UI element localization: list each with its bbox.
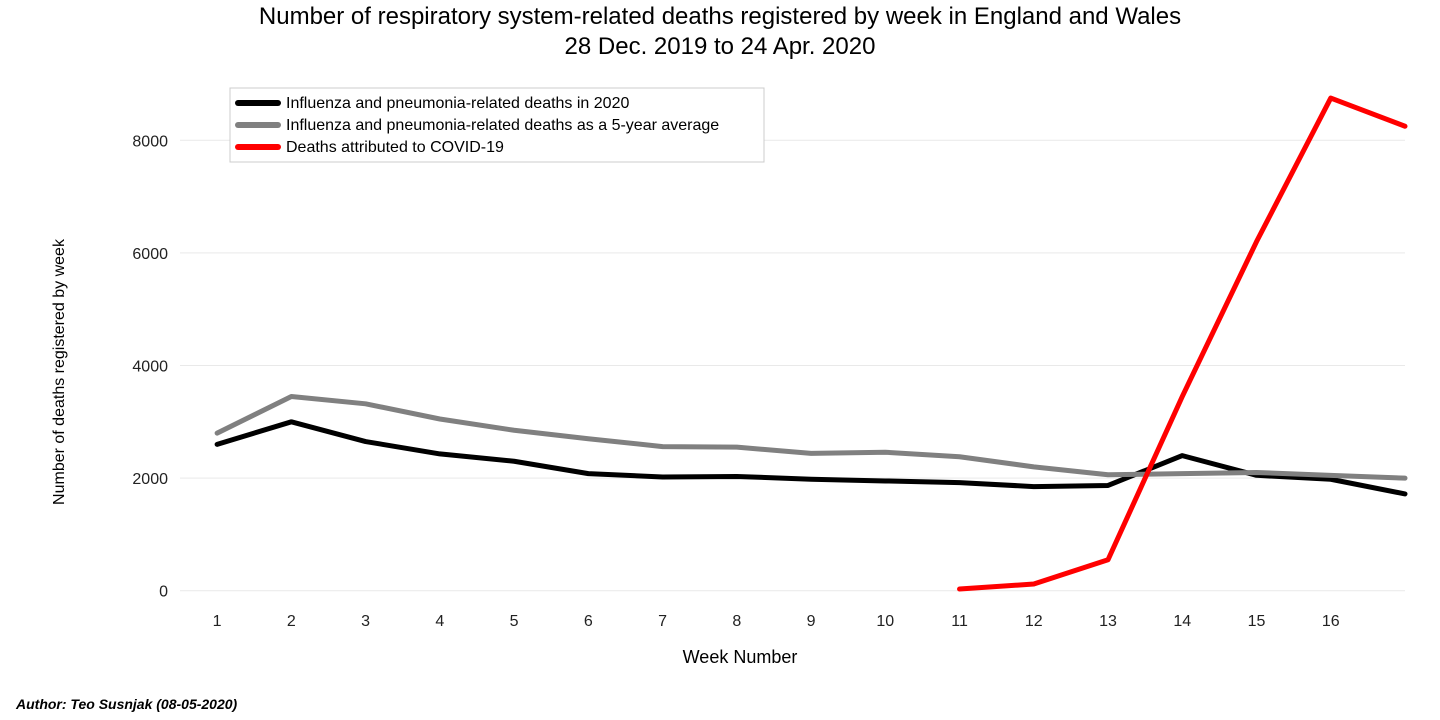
y-axis-label: Number of deaths registered by week	[51, 239, 69, 505]
title-line-1: Number of respiratory system-related dea…	[259, 3, 1181, 30]
chart-area: Number of deaths registered by week 0200…	[60, 72, 1420, 672]
series-line	[217, 422, 1405, 494]
author-credit: Author: Teo Susnjak (08-05-2020)	[16, 696, 237, 712]
x-tick-label: 13	[1099, 613, 1117, 630]
line-chart-svg: 0200040006000800012345678910111213141516…	[60, 72, 1420, 642]
x-tick-label: 16	[1322, 613, 1340, 630]
legend-label: Deaths attributed to COVID-19	[286, 139, 504, 156]
x-tick-label: 12	[1025, 613, 1043, 630]
x-tick-label: 8	[732, 613, 741, 630]
y-tick-label: 8000	[132, 133, 168, 150]
y-tick-label: 0	[159, 584, 168, 601]
x-tick-label: 11	[951, 613, 968, 630]
x-tick-label: 14	[1173, 613, 1191, 630]
x-tick-label: 7	[658, 613, 667, 630]
x-tick-label: 6	[584, 613, 593, 630]
legend-label: Influenza and pneumonia-related deaths a…	[286, 117, 719, 134]
x-tick-label: 2	[287, 613, 296, 630]
y-tick-label: 6000	[132, 246, 168, 263]
x-tick-label: 1	[213, 613, 222, 630]
legend-label: Influenza and pneumonia-related deaths i…	[286, 95, 629, 112]
y-tick-label: 2000	[132, 471, 168, 488]
x-tick-label: 9	[807, 613, 816, 630]
x-tick-label: 5	[510, 613, 519, 630]
y-tick-label: 4000	[132, 359, 168, 376]
x-tick-label: 10	[876, 613, 894, 630]
x-tick-label: 3	[361, 613, 370, 630]
x-axis-label: Week Number	[60, 647, 1420, 668]
x-tick-label: 15	[1248, 613, 1266, 630]
x-tick-label: 4	[435, 613, 444, 630]
chart-title: Number of respiratory system-related dea…	[0, 0, 1440, 62]
title-line-2: 28 Dec. 2019 to 24 Apr. 2020	[565, 33, 876, 60]
series-line	[960, 98, 1405, 589]
